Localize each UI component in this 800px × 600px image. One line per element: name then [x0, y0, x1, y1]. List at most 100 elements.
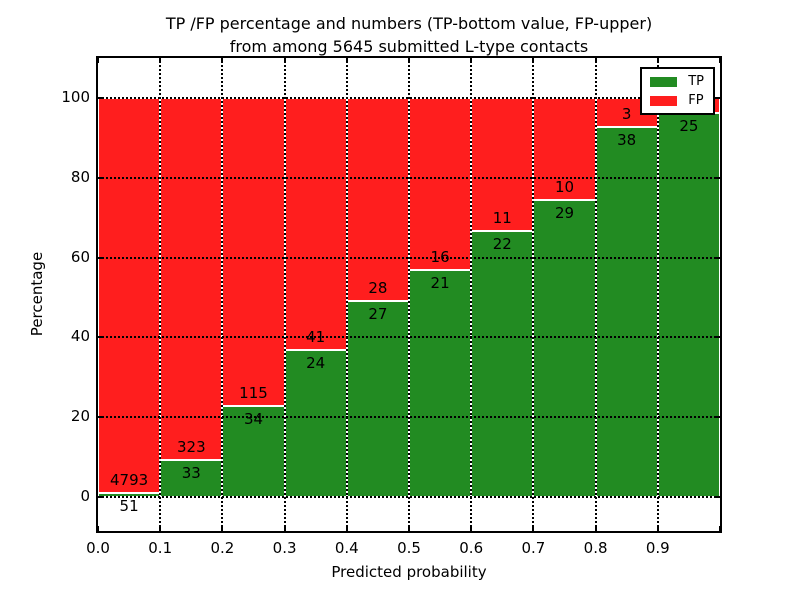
x-tick-label: 0.0	[86, 539, 110, 557]
y-tick-label: 80	[70, 167, 90, 186]
x-tick	[408, 526, 410, 531]
x-tick	[408, 58, 410, 63]
bar-segment-fp	[471, 98, 534, 231]
x-gridline	[532, 58, 535, 531]
bar-label-fp: 4793	[110, 470, 149, 489]
x-gridline	[345, 58, 348, 531]
bar-segment-fp	[409, 98, 472, 271]
bar-label-fp: 41	[306, 327, 326, 346]
bar-segment-fp	[346, 98, 409, 302]
x-tick	[345, 526, 348, 531]
chart-title: TP /FP percentage and numbers (TP-bottom…	[96, 12, 722, 58]
bar-label-tp: 34	[243, 410, 264, 429]
x-tick	[283, 526, 286, 531]
bar-segment-fp	[284, 98, 347, 350]
x-tick	[470, 526, 473, 531]
bar-label-tp: 27	[368, 305, 388, 324]
chart-title-line2: from among 5645 submitted L-type contact…	[229, 37, 589, 56]
y-tick-label: 0	[80, 487, 90, 505]
tp-legend-swatch	[650, 76, 678, 87]
bar-segment-tp	[284, 349, 347, 497]
y-tick-label: 20	[70, 407, 90, 426]
bar-segment-tp	[409, 270, 472, 497]
x-tick	[97, 526, 99, 531]
x-tick-label: 0.9	[645, 539, 670, 557]
x-tick-label: 0.6	[459, 539, 484, 557]
bar-label-fp: 323	[176, 437, 206, 456]
x-tick	[221, 58, 224, 63]
x-gridline	[221, 58, 224, 531]
x-gridline	[408, 58, 410, 531]
bar-label-tp: 25	[679, 117, 699, 136]
legend-row-tp: TP	[650, 73, 704, 90]
x-gridline	[470, 58, 473, 531]
bar-label-tp: 29	[554, 204, 575, 223]
x-gridline	[656, 58, 659, 531]
x-tick	[656, 526, 659, 531]
fp-legend-label: FP	[688, 93, 704, 108]
x-tick	[719, 58, 721, 63]
bar-label-fp: 11	[492, 208, 512, 227]
y-tick	[98, 176, 103, 179]
x-tick-label: 0.2	[210, 539, 235, 557]
x-tick-label: 0.1	[148, 539, 173, 557]
x-gridline	[283, 58, 286, 531]
x-tick	[532, 58, 535, 63]
y-tick	[98, 336, 103, 339]
x-tick-label: 0.5	[397, 539, 421, 557]
x-tick	[159, 526, 162, 531]
bar-segment-fp	[98, 98, 161, 493]
y-tick	[98, 256, 103, 259]
bar-segment-tp	[595, 127, 658, 497]
x-gridline	[594, 58, 597, 531]
x-axis-label: Predicted probability	[331, 563, 487, 581]
y-tick	[715, 496, 720, 498]
y-axis-label: Percentage	[28, 251, 46, 337]
bar-segment-fp	[222, 98, 285, 407]
bar-segment-tp	[657, 113, 720, 497]
bar-label-tp: 38	[617, 131, 637, 150]
x-tick	[159, 58, 162, 63]
bar-label-tp: 24	[306, 353, 326, 372]
bar-label-fp: 28	[368, 279, 388, 298]
y-tick	[715, 416, 720, 419]
x-tick	[345, 58, 348, 63]
x-tick-label: 0.8	[583, 539, 608, 557]
x-tick	[532, 526, 535, 531]
bar-segment-tp	[533, 200, 596, 497]
y-tick-label: 100	[61, 88, 90, 106]
bar-label-fp: 3	[621, 105, 632, 124]
y-tick	[98, 496, 103, 498]
y-tick	[715, 256, 720, 259]
y-tick-label: 60	[70, 247, 90, 266]
bar-label-fp: 10	[554, 178, 575, 197]
x-tick-label: 0.4	[334, 539, 359, 557]
x-tick	[594, 58, 597, 63]
y-tick	[715, 336, 720, 339]
x-tick	[470, 58, 473, 63]
legend-row-fp: FP	[650, 92, 704, 109]
x-tick-label: 0.3	[272, 539, 297, 557]
x-gridline	[159, 58, 162, 531]
x-tick	[97, 58, 99, 63]
y-tick	[715, 176, 720, 179]
bar-segment-tp	[471, 230, 534, 497]
x-tick	[719, 526, 721, 531]
fp-legend-swatch	[650, 95, 678, 106]
bar-segment-fp	[160, 98, 223, 460]
x-tick	[594, 526, 597, 531]
tp-legend-label: TP	[688, 74, 704, 89]
plot-area: 0.0 0.1 0.2 0.3 0.4 0.5 0.6 0.7 0.8 0.9 0 20 40 60 80 1…	[61, 56, 722, 581]
bar-label-tp: 33	[181, 463, 201, 482]
bar-label-tp: 22	[492, 234, 512, 253]
bar-label-tp: 21	[430, 274, 450, 293]
bar-label-fp: 16	[430, 248, 450, 267]
x-tick-label: 0.7	[521, 539, 546, 557]
x-tick	[283, 58, 286, 63]
bar-segment-tp	[346, 301, 409, 497]
bar-label-tp: 51	[119, 496, 139, 515]
chart-title-line1: TP /FP percentage and numbers (TP-bottom…	[165, 14, 653, 33]
bar-label-fp: 115	[239, 384, 268, 403]
legend: TP FP	[640, 67, 715, 115]
